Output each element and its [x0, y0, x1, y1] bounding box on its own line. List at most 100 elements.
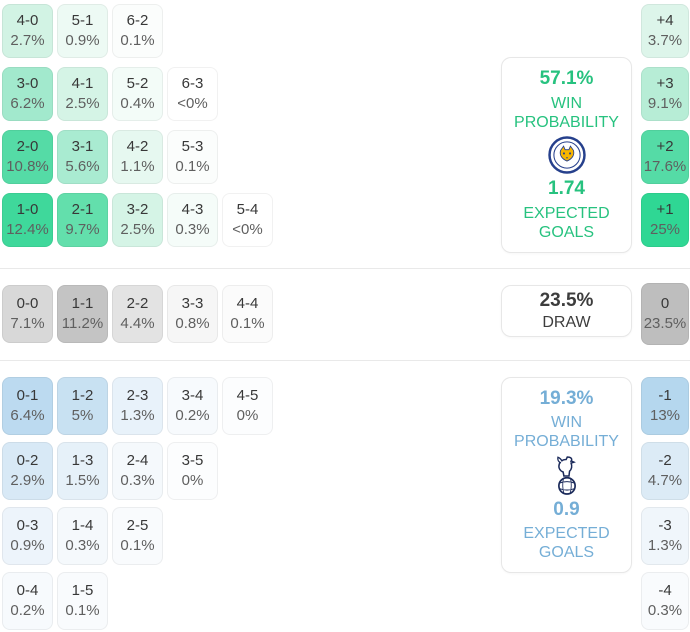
score-cell-probability: 0.4% [120, 95, 155, 112]
score-cell-label: 1-3 [71, 452, 94, 470]
score-cell-label: 4-3 [181, 201, 204, 219]
home-win-panel: 57.1% WIN PROBABILITY 1.74 EXPECTED GOAL… [501, 57, 632, 253]
draw-score-grid: 0-0 7.1% 1-1 11.2% 2-2 4.4% 3-3 0.8% 4-4 0.1% [2, 285, 273, 343]
score-cell-probability: 12.4% [6, 221, 49, 238]
score-cell: 4-0 2.7% [2, 4, 53, 58]
score-cell-label: 4-0 [16, 12, 39, 30]
score-cell: 0-3 0.9% [2, 507, 53, 565]
margin-cell-probability: 3.7% [647, 32, 683, 49]
score-cell-label: 0-2 [16, 452, 39, 470]
margin-cell: +2 17.6% [641, 130, 689, 184]
home-win-probability-value: 57.1% [539, 68, 594, 89]
home-goal-margin-column: +4 3.7% +3 9.1% +2 17.6% +1 25% [641, 4, 689, 247]
score-cell-label: 3-1 [71, 138, 94, 156]
score-cell-probability: 1.5% [65, 472, 100, 489]
score-cell-label: 5-2 [126, 75, 149, 93]
score-cell: 3-0 6.2% [2, 67, 53, 121]
away-goal-margin-column: -1 13% -2 4.7% -3 1.3% -4 0.3% [641, 377, 689, 630]
score-cell-probability: 0% [181, 472, 204, 489]
score-cell-label: 6-2 [126, 12, 149, 30]
margin-cell-probability: 17.6% [643, 158, 687, 175]
margin-cell-label: +4 [656, 12, 674, 30]
away-expected-goals-value: 0.9 [553, 498, 580, 520]
score-cell-probability: 0.1% [120, 32, 155, 49]
away-win-probability-value: 19.3% [539, 388, 594, 409]
score-cell-label: 3-3 [181, 295, 204, 313]
score-cell: 5-3 0.1% [167, 130, 218, 184]
score-cell-probability: 0.9% [10, 537, 45, 554]
score-cell: 3-2 2.5% [112, 193, 163, 247]
score-cell: 1-0 12.4% [2, 193, 53, 247]
score-cell-label: 3-0 [16, 75, 39, 93]
score-cell-probability: 0.3% [65, 537, 100, 554]
score-row: 0-4 0.2% 1-5 0.1% [2, 572, 273, 630]
margin-cell-probability: 25% [649, 221, 681, 238]
score-cell-probability: 1.1% [120, 158, 155, 175]
score-cell: 3-3 0.8% [167, 285, 218, 343]
margin-cell-label: +2 [656, 138, 674, 156]
home-expected-goals-value: 1.74 [548, 177, 585, 199]
score-cell: 4-3 0.3% [167, 193, 218, 247]
draw-probability-value: 23.5% [539, 289, 594, 311]
score-cell-label: 5-1 [71, 12, 94, 30]
score-cell: 2-5 0.1% [112, 507, 163, 565]
draw-goal-margin-column: 0 23.5% [641, 283, 689, 345]
section-divider [0, 268, 690, 269]
score-row: 0-3 0.9% 1-4 0.3% 2-5 0.1% [2, 507, 273, 565]
away-score-grid: 0-1 6.4% 1-2 5% 2-3 1.3% 3-4 0.2% 4-5 0% 0-2 2.9% 1-… [2, 377, 273, 630]
score-cell: 5-4 <0% [222, 193, 273, 247]
score-cell: 4-1 2.5% [57, 67, 108, 121]
score-row: 1-0 12.4% 2-1 9.7% 3-2 2.5% 4-3 0.3% 5-4 <0% [2, 193, 273, 247]
score-cell: 1-2 5% [57, 377, 108, 435]
score-cell-probability: 6.4% [10, 407, 45, 424]
score-row: 3-0 6.2% 4-1 2.5% 5-2 0.4% 6-3 <0% [2, 67, 273, 121]
score-cell-probability: 0.1% [65, 602, 100, 619]
score-cell-probability: 4.4% [120, 315, 155, 332]
score-cell-probability: 2.5% [65, 95, 100, 112]
margin-cell-label: +1 [656, 201, 674, 219]
score-cell-label: 2-0 [16, 138, 39, 156]
score-cell: 2-3 1.3% [112, 377, 163, 435]
score-row: 0-0 7.1% 1-1 11.2% 2-2 4.4% 3-3 0.8% 4-4 0.1% [2, 285, 273, 343]
score-cell: 6-2 0.1% [112, 4, 163, 58]
score-cell-label: 0-1 [16, 387, 39, 405]
score-row: 4-0 2.7% 5-1 0.9% 6-2 0.1% [2, 4, 273, 58]
score-cell-probability: 0.1% [175, 158, 210, 175]
margin-cell-label: 0 [660, 295, 670, 313]
margin-cell-label: +3 [656, 75, 674, 93]
margin-cell-probability: 13% [649, 407, 681, 424]
margin-cell-probability: 23.5% [643, 315, 687, 332]
score-cell: 0-4 0.2% [2, 572, 53, 630]
draw-label: DRAW [542, 313, 591, 331]
margin-cell: -1 13% [641, 377, 689, 435]
score-cell: 3-1 5.6% [57, 130, 108, 184]
margin-cell: +4 3.7% [641, 4, 689, 58]
draw-panel: 23.5% DRAW [501, 285, 632, 337]
score-cell-probability: 2.5% [120, 221, 155, 238]
margin-cell-probability: 0.3% [647, 602, 683, 619]
home-win-probability-label: WIN PROBABILITY [514, 94, 619, 131]
score-cell: 1-1 11.2% [57, 285, 108, 343]
score-cell: 6-3 <0% [167, 67, 218, 121]
score-cell-label: 1-0 [16, 201, 39, 219]
score-cell-label: 5-3 [181, 138, 204, 156]
score-cell: 1-5 0.1% [57, 572, 108, 630]
score-cell-label: 4-5 [236, 387, 259, 405]
score-cell-probability: 2.9% [10, 472, 45, 489]
score-cell-label: 3-5 [181, 452, 204, 470]
score-cell-label: 1-1 [71, 295, 94, 313]
margin-cell-probability: 9.1% [647, 95, 683, 112]
margin-cell: -3 1.3% [641, 507, 689, 565]
score-cell-probability: <0% [177, 95, 208, 112]
score-cell-label: 4-2 [126, 138, 149, 156]
leicester-city-badge-icon [547, 136, 586, 174]
score-cell-label: 1-2 [71, 387, 94, 405]
score-cell: 0-1 6.4% [2, 377, 53, 435]
score-cell-probability: 5% [71, 407, 94, 424]
score-cell-probability: 0.3% [120, 472, 155, 489]
away-win-probability-label: WIN PROBABILITY [514, 413, 619, 450]
margin-cell: -2 4.7% [641, 442, 689, 500]
margin-cell-label: -2 [658, 452, 672, 470]
score-cell-probability: 7.1% [10, 315, 45, 332]
